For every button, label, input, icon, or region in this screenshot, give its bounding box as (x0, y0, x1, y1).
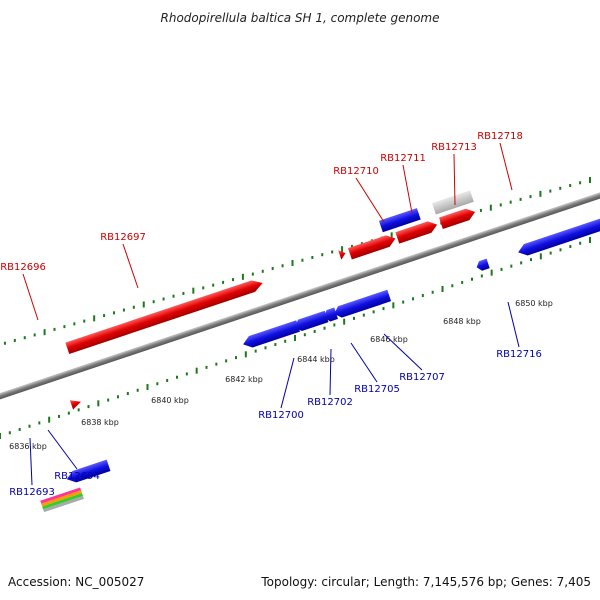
gene-label-rb12705[interactable]: RB12705 (354, 384, 400, 395)
scale-labels: 6836 kbp 6838 kbp 6840 kbp 6842 kbp 6844 kbp… (9, 299, 553, 451)
blue-top-feature[interactable] (378, 208, 421, 233)
gene-label-rb12697[interactable]: RB12697 (100, 232, 146, 243)
gene-label-rb12707[interactable]: RB12707 (399, 372, 445, 383)
grey-feature[interactable] (432, 190, 474, 215)
gene-label-leader (355, 177, 385, 223)
gene-label-leader (402, 164, 413, 214)
gene-arrow-rb12710[interactable] (338, 248, 347, 260)
gene-arrow-rb12713[interactable] (395, 219, 439, 244)
gene-label-rb12718[interactable]: RB12718 (477, 131, 523, 142)
gene-label-rb12696[interactable]: RB12696 (0, 262, 46, 273)
gene-label-rb12693[interactable]: RB12693 (9, 487, 55, 498)
scale-label: 6840 kbp (151, 396, 189, 405)
gene-label-rb12716[interactable]: RB12716 (496, 349, 542, 360)
gene-label-leader (453, 153, 456, 206)
gene-label-rb12702[interactable]: RB12702 (307, 397, 353, 408)
scale-label: 6844 kbp (297, 355, 335, 364)
multicolor-feature-stack[interactable] (40, 487, 84, 513)
gene-label-leader (29, 437, 33, 486)
gene-arrow-rb12696-tip[interactable] (69, 397, 83, 410)
scale-label: 6842 kbp (225, 375, 263, 384)
reverse-features (65, 215, 600, 485)
reverse-strand-ticks (0, 237, 591, 439)
scale-label: 6848 kbp (443, 317, 481, 326)
gene-label-leader (499, 142, 513, 191)
scale-label: 6850 kbp (515, 299, 553, 308)
gene-label-leader (22, 273, 39, 321)
gene-label-leader (507, 301, 520, 348)
gene-label-rb12694[interactable]: RB12694 (54, 471, 100, 482)
gene-labels: RB12693RB12694RB12696RB12697RB12700RB127… (0, 131, 542, 498)
gene-arrow-rb12711[interactable] (348, 233, 397, 260)
gene-label-leader (47, 429, 78, 470)
scale-label: 6838 kbp (81, 418, 119, 427)
gene-arrow-rb12718[interactable] (439, 206, 477, 230)
gene-arrow-rb12716[interactable] (475, 258, 490, 272)
blue-right-feature[interactable] (516, 215, 600, 258)
gene-arrow-rb12705[interactable] (322, 307, 338, 324)
forward-features (65, 190, 477, 410)
genome-summary-text: Topology: circular; Length: 7,145,576 bp… (260, 575, 591, 589)
gene-arrow-rb12697[interactable] (65, 277, 264, 355)
gene-label-leader (280, 357, 295, 409)
map-title: Rhodopirellula baltica SH 1, complete ge… (161, 11, 440, 25)
accession-text: Accession: NC_005027 (8, 575, 144, 589)
genome-backbone (0, 134, 600, 458)
gene-label-rb12713[interactable]: RB12713 (431, 142, 477, 153)
scale-label: 6846 kbp (370, 335, 408, 344)
gene-arrow-rb12693[interactable] (65, 459, 111, 485)
gene-label-leader (383, 333, 423, 371)
gene-label-rb12711[interactable]: RB12711 (380, 153, 426, 164)
gene-label-rb12710[interactable]: RB12710 (333, 166, 379, 177)
gene-label-leader (329, 348, 332, 396)
gene-label-leader (122, 243, 139, 289)
gene-arrow-rb12707[interactable] (332, 289, 392, 320)
gene-arrow-rb12700[interactable] (241, 320, 301, 350)
scale-label: 6836 kbp (9, 442, 47, 451)
gene-label-rb12700[interactable]: RB12700 (258, 410, 304, 421)
gene-arrow-rb12702[interactable] (292, 310, 329, 333)
gene-label-leader (350, 342, 378, 383)
